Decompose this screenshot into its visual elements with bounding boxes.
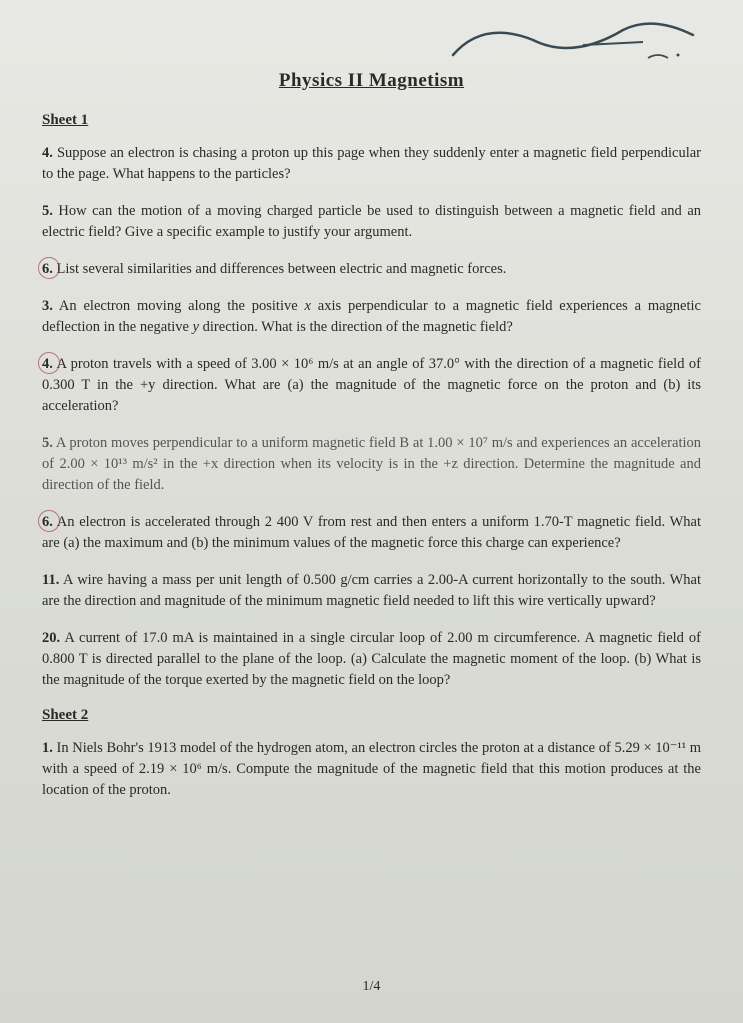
question-number: 5. [42,203,53,219]
question-number-circled: 6. [42,259,53,280]
question-text-post: direction. What is the direction of the … [199,319,513,335]
question-text: A proton travels with a speed of 3.00 × … [42,356,701,414]
question-text: A proton moves perpendicular to a unifor… [42,435,701,493]
question-number-circled: 6. [42,512,53,533]
question-4a: 4. Suppose an electron is chasing a prot… [42,143,701,185]
question-number: 11. [42,572,59,588]
question-text: An electron is accelerated through 2 400… [42,514,701,551]
sheet2-question-1: 1. In Niels Bohr's 1913 model of the hyd… [42,738,701,801]
question-11: 11. A wire having a mass per unit length… [42,570,701,612]
question-5a: 5. How can the motion of a moving charge… [42,201,701,243]
page-number: 1/4 [0,979,743,995]
sheet-2-header: Sheet 2 [42,707,701,724]
question-3: 3. An electron moving along the positive… [42,296,701,338]
question-text: A wire having a mass per unit length of … [42,572,701,609]
question-text: How can the motion of a moving charged p… [42,203,701,240]
question-text: List several similarities and difference… [57,261,507,277]
question-20: 20. A current of 17.0 mA is maintained i… [42,628,701,691]
question-number: 3. [42,298,53,314]
question-text: Suppose an electron is chasing a proton … [42,145,701,182]
question-4b: 4. A proton travels with a speed of 3.00… [42,354,701,417]
question-6b: 6. An electron is accelerated through 2 … [42,512,701,554]
question-number: 20. [42,630,60,646]
handwritten-signature [443,10,703,70]
question-number: 1. [42,740,53,756]
question-number: 5. [42,435,53,451]
page-title: Physics II Magnetism [42,70,701,92]
question-number: 4. [42,145,53,161]
question-number-circled: 4. [42,354,53,375]
question-text: A current of 17.0 mA is maintained in a … [42,630,701,688]
question-6a: 6. List several similarities and differe… [42,259,701,280]
sheet-1-header: Sheet 1 [42,112,701,129]
question-text-pre: An electron moving along the positive [59,298,305,314]
question-5b: 5. A proton moves perpendicular to a uni… [42,433,701,496]
question-text: In Niels Bohr's 1913 model of the hydrog… [42,740,701,798]
document-page: Physics II Magnetism Sheet 1 4. Suppose … [0,0,743,1023]
